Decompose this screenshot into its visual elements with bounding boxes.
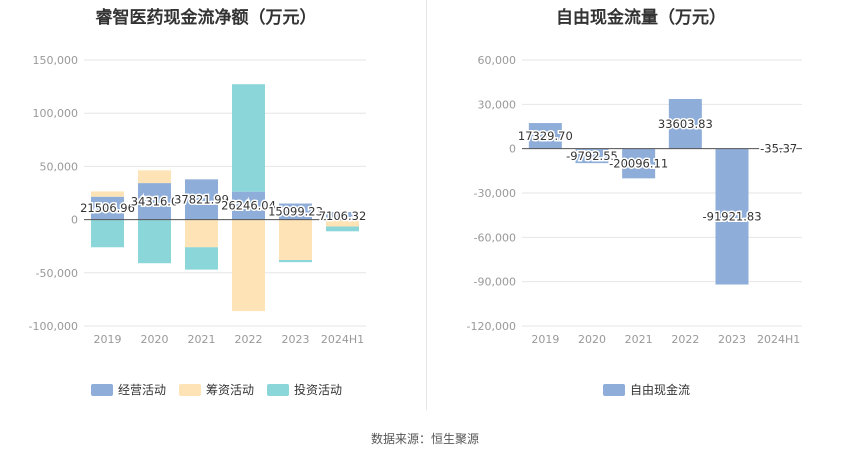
x-tick-label: 2019: [531, 333, 559, 346]
data-label: 37821.99: [174, 192, 229, 206]
bar-segment: [185, 179, 218, 220]
cashflow-stacked-bar-chart: -100,000 -50,000 0 50,000 100,000 150,000 2150…: [29, 54, 368, 397]
bar: [668, 99, 702, 149]
data-label: 34316.0: [131, 194, 179, 208]
data-label: 17329.70: [518, 129, 573, 143]
bar: [622, 148, 656, 179]
x-tick-label: 2022: [671, 333, 699, 346]
bar: [528, 123, 562, 149]
x-tick-label: 2024H1: [757, 333, 800, 346]
data-label: -91921.83: [702, 210, 761, 224]
x-tick-label: 2022: [235, 333, 263, 346]
data-label: 7106.32: [319, 209, 367, 223]
legend-swatch: [603, 384, 625, 396]
bar: [715, 148, 749, 285]
x-tick-label: 2020: [141, 333, 169, 346]
data-label: 21506.96: [80, 201, 135, 215]
bar-segment: [138, 219, 171, 264]
free-cashflow-bar-chart: -120,000 -90,000 -60,000 -30,000 0 30,000 60,0…: [467, 54, 802, 397]
bar-segment: [185, 247, 218, 270]
x-tick-label: 2021: [188, 333, 216, 346]
y-tick-label: 30,000: [478, 98, 517, 111]
data-label: 33603.83: [658, 117, 713, 131]
x-tick-label: 2019: [94, 333, 122, 346]
chart-title-cashflow: 睿智医药现金流净额（万元）: [95, 8, 317, 28]
bar-segment: [326, 212, 359, 220]
y-tick-label: -60,000: [474, 231, 516, 244]
chart-title-free-cashflow: 自由现金流量（万元）: [556, 8, 726, 28]
y-tick-label: -90,000: [474, 276, 516, 289]
bar-segment: [91, 196, 124, 220]
legend-swatch: [179, 384, 201, 396]
y-tick-label: -30,000: [474, 187, 516, 200]
legend-swatch: [91, 384, 113, 396]
bar-segment: [326, 219, 359, 227]
data-label: 15099.23: [268, 205, 323, 219]
legend-label: 投资活动: [294, 382, 342, 397]
x-tick-label: 2023: [718, 333, 746, 346]
bar-segment: [185, 219, 218, 248]
y-tick-label: 50,000: [40, 160, 79, 173]
x-tick-label: 2024H1: [321, 333, 364, 346]
y-tick-label: -120,000: [467, 320, 516, 333]
data-label: -9792.55: [566, 149, 618, 163]
data-label: 26246.04: [221, 199, 276, 213]
bar-segment: [232, 84, 265, 192]
x-tick-label: 2020: [578, 333, 606, 346]
y-tick-label: -100,000: [29, 320, 78, 333]
bar-segment: [279, 203, 312, 220]
legend-label: 自由现金流: [630, 382, 690, 397]
y-tick-label: 100,000: [33, 107, 79, 120]
bar-segment: [326, 226, 359, 232]
x-tick-label: 2023: [282, 333, 310, 346]
bar-segment: [138, 170, 171, 184]
bar-segment: [138, 183, 171, 220]
bar-segment: [279, 219, 312, 261]
y-tick-label: 0: [71, 214, 78, 227]
y-tick-label: 60,000: [478, 54, 517, 67]
legend-label: 筹资活动: [206, 383, 254, 397]
y-tick-label: 0: [509, 143, 516, 156]
bar-segment: [279, 260, 312, 263]
bar-segment: [232, 219, 265, 312]
bar-segment: [232, 191, 265, 220]
data-label: -20096.11: [609, 157, 668, 171]
x-tick-label: 2021: [625, 333, 653, 346]
bar-segment: [91, 191, 124, 197]
legend-swatch: [267, 384, 289, 396]
data-label: -35.37: [760, 142, 797, 156]
bar-segment: [91, 219, 124, 248]
legend-label: 经营活动: [118, 383, 166, 397]
y-tick-label: -50,000: [36, 267, 78, 280]
panel-divider: [426, 0, 427, 410]
bar: [575, 148, 609, 164]
data-source-note: 数据来源：恒生聚源: [370, 432, 479, 446]
y-tick-label: 150,000: [33, 54, 79, 67]
